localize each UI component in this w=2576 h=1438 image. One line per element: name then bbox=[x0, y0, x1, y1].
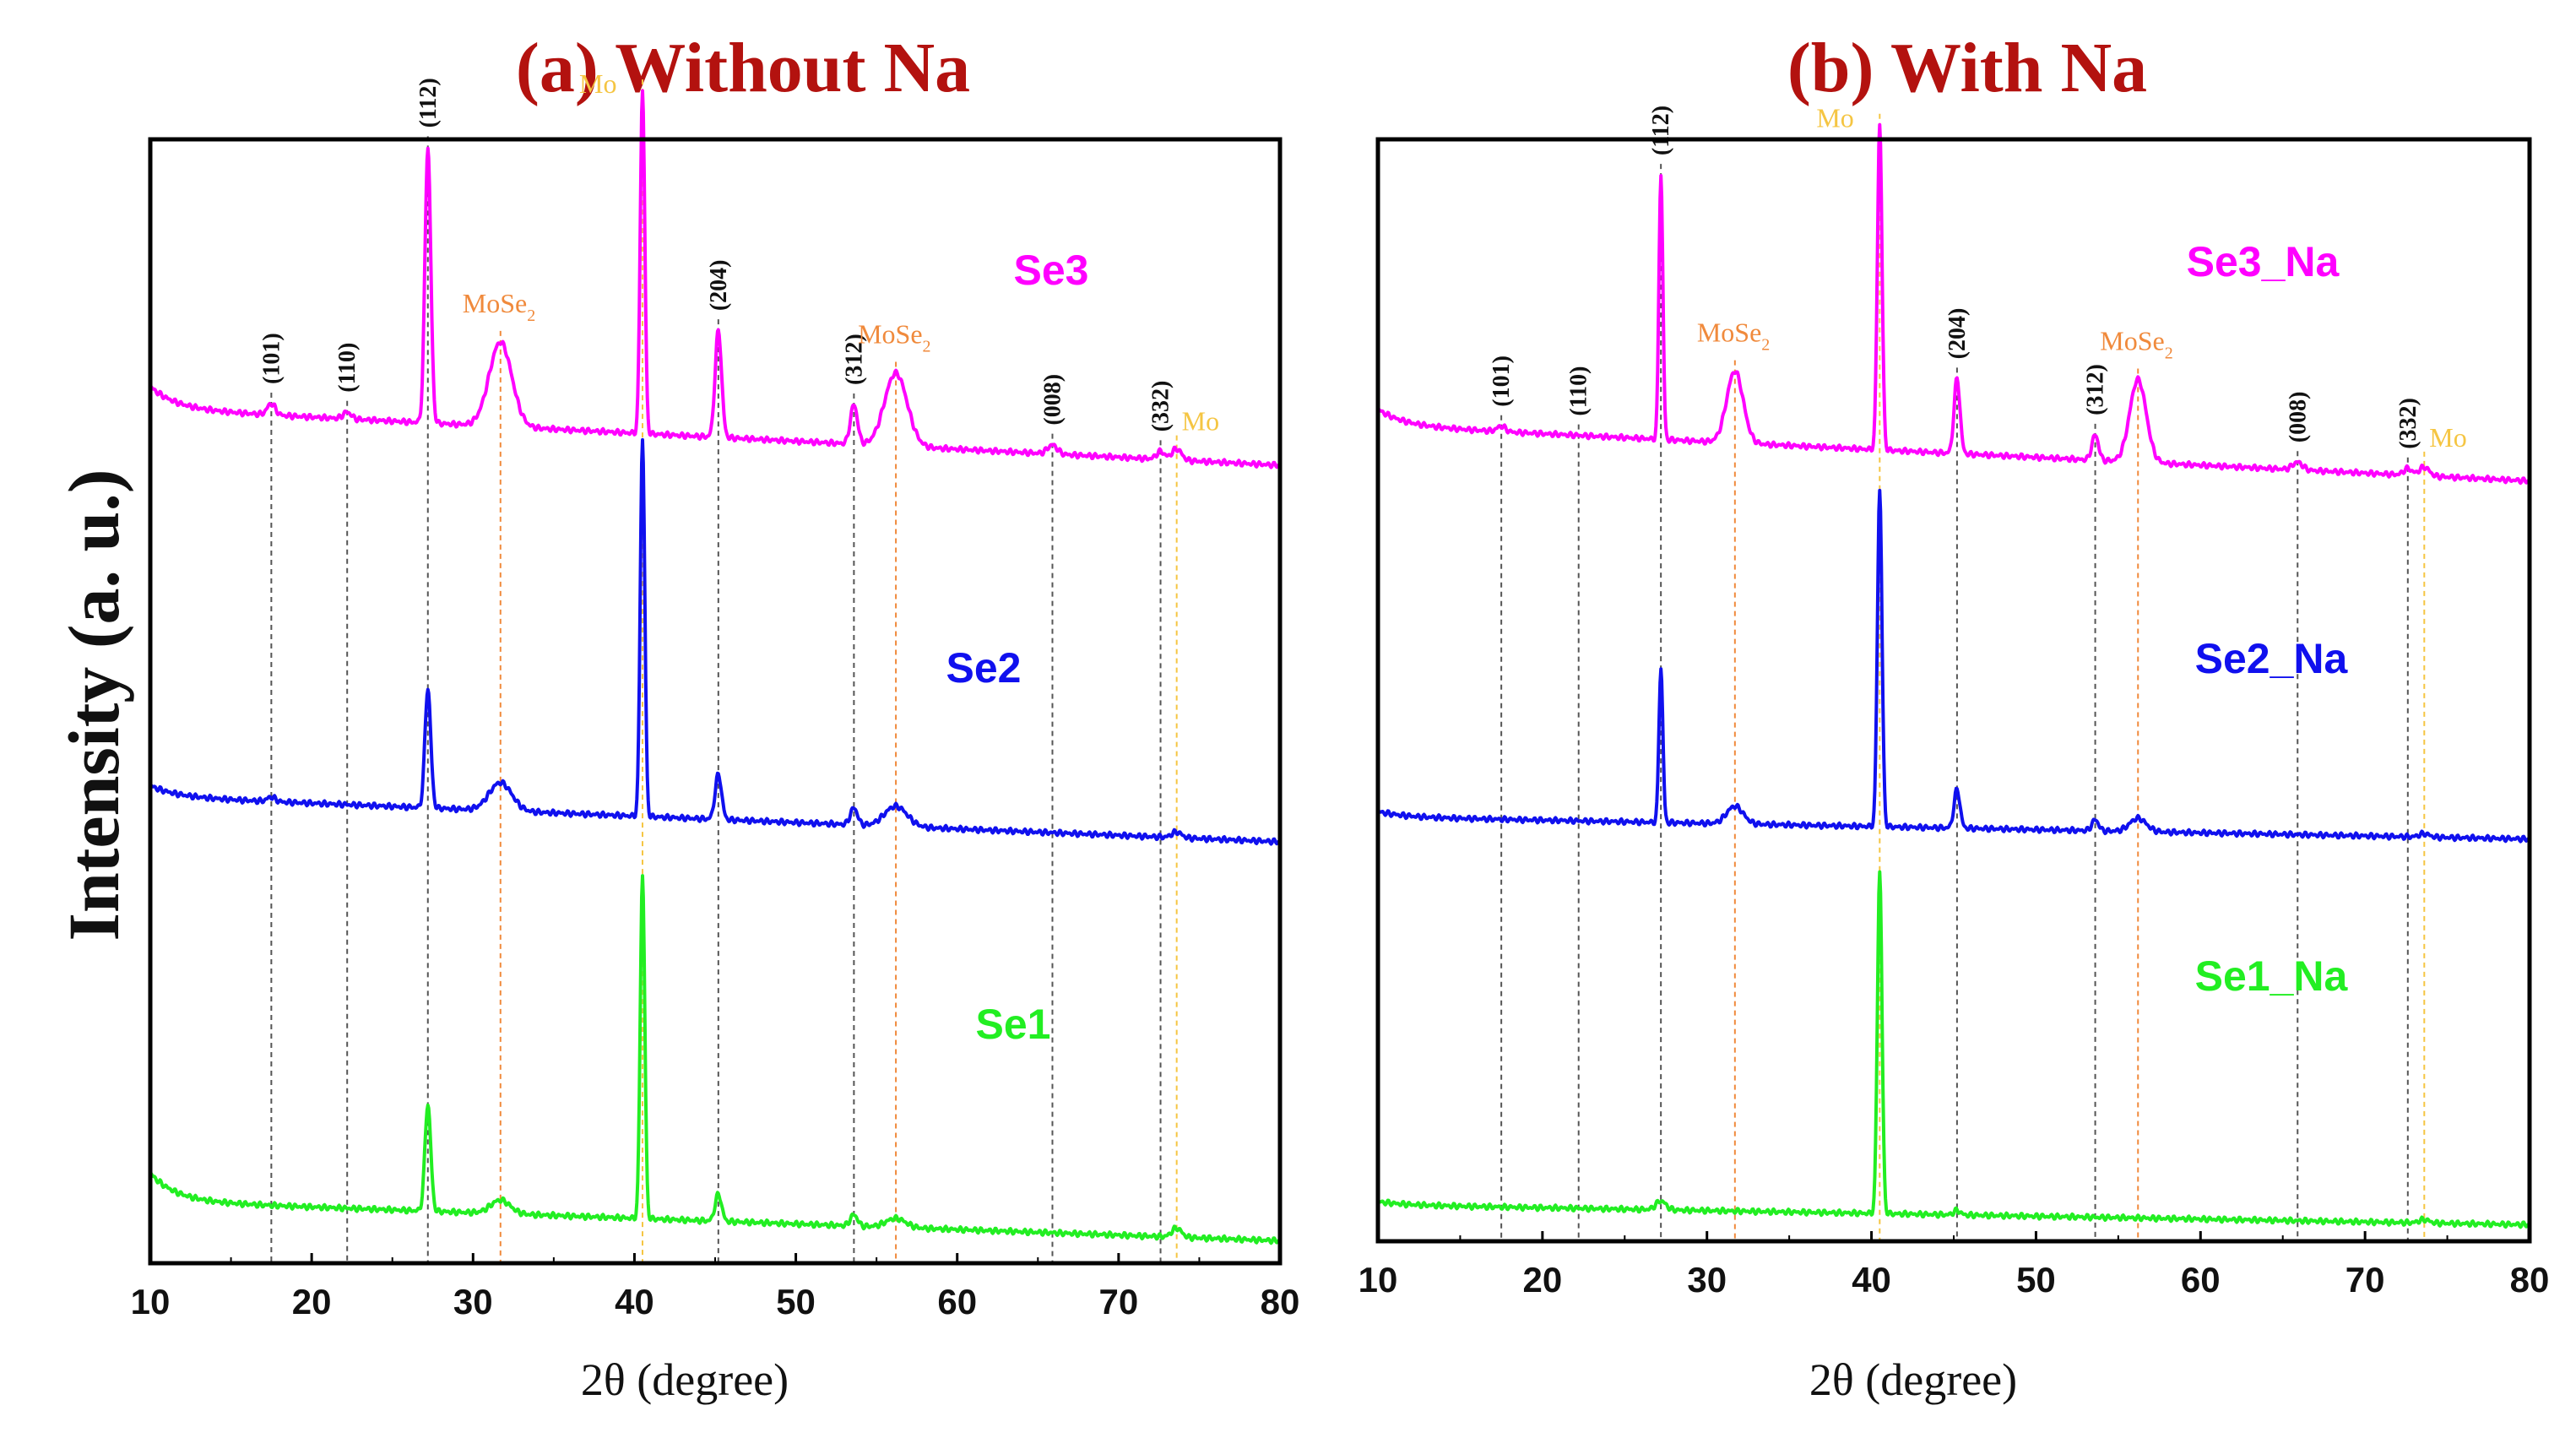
mo-label: Mo bbox=[2429, 422, 2466, 453]
panel-b-reference-lines bbox=[1500, 113, 2426, 1241]
hkl-label: (112) bbox=[415, 78, 442, 128]
hkl-label: (101) bbox=[1489, 355, 1515, 407]
x-tick-label: 10 bbox=[131, 1282, 171, 1321]
x-tick-label: 20 bbox=[292, 1282, 332, 1321]
panel-a-title: (a) Without Na bbox=[516, 29, 970, 107]
x-tick-label: 30 bbox=[1687, 1260, 1727, 1300]
hkl-label: (008) bbox=[1039, 374, 1066, 426]
hkl-label: (008) bbox=[2285, 392, 2311, 443]
x-tick-label: 10 bbox=[1359, 1260, 1398, 1300]
mose2-label: MoSe2 bbox=[463, 288, 535, 325]
panel-b-frame bbox=[1375, 137, 2532, 1244]
x-tick-label: 50 bbox=[2016, 1260, 2056, 1300]
y-axis-label: Intensity (a. u.) bbox=[53, 469, 134, 941]
mose2-label: MoSe2 bbox=[2100, 325, 2172, 362]
hkl-label: (101) bbox=[258, 333, 285, 384]
series-label-se3: Se3 bbox=[1014, 247, 1089, 294]
hkl-label: (204) bbox=[706, 259, 732, 311]
x-tick-label: 60 bbox=[2181, 1260, 2221, 1300]
series-line-se3_na bbox=[1377, 122, 2530, 486]
series-label-se1_na: Se1_Na bbox=[2195, 952, 2349, 1000]
panel-a-x-label: 2θ (degree) bbox=[581, 1354, 789, 1405]
panel-a-reference-lines bbox=[270, 79, 1178, 1263]
x-tick-label: 70 bbox=[2346, 1260, 2385, 1300]
panel-a-annotations: (101) (110)(112)MoSe2Mo(204)(312)MoSe2(00… bbox=[258, 68, 1219, 1048]
series-line-se2 bbox=[149, 437, 1281, 846]
series-line-se1 bbox=[149, 874, 1281, 1245]
panel-a-frame bbox=[148, 137, 1283, 1266]
x-tick-label: 80 bbox=[2510, 1260, 2550, 1300]
series-line-se3 bbox=[149, 89, 1281, 469]
hkl-label: (110) bbox=[1566, 366, 1592, 416]
mo-label: Mo bbox=[1816, 103, 1853, 133]
panel-b-x-label: 2θ (degree) bbox=[1809, 1354, 2017, 1405]
x-tick-label: 40 bbox=[615, 1282, 654, 1321]
hkl-label: (204) bbox=[1944, 308, 1971, 360]
mose2-label: MoSe2 bbox=[858, 319, 930, 356]
panel-b-curves bbox=[1377, 122, 2530, 1229]
panel-a-x-ticks: 10 20 30 40 50 60 70 80 bbox=[131, 1253, 1300, 1321]
x-tick-label: 50 bbox=[776, 1282, 816, 1321]
mose2-label: MoSe2 bbox=[1697, 317, 1770, 355]
series-label-se3_na: Se3_Na bbox=[2187, 238, 2340, 285]
series-line-se1_na bbox=[1377, 870, 2530, 1229]
hkl-label: (112) bbox=[1648, 106, 1674, 155]
x-tick-label: 30 bbox=[453, 1282, 493, 1321]
x-tick-label: 60 bbox=[937, 1282, 977, 1321]
series-label-se2_na: Se2_Na bbox=[2195, 635, 2349, 682]
x-tick-label: 70 bbox=[1098, 1282, 1138, 1321]
panel-with-na: (b) With Na (101) (110) (112) MoSe2 Mo (204) (… bbox=[1359, 29, 2550, 1405]
panel-b-x-ticks: 10 20 30 40 50 60 70 80 bbox=[1359, 1231, 2550, 1300]
panel-a-curves bbox=[149, 89, 1281, 1245]
panel-b-annotations: (101) (110)(112)MoSe2Mo(204)(312)MoSe2(00… bbox=[1489, 103, 2467, 1000]
hkl-label: (312) bbox=[841, 334, 867, 385]
series-line-se2_na bbox=[1377, 488, 2530, 844]
panel-without-na: (a) Without Na (101) (110)(112)MoSe2Mo(20… bbox=[131, 29, 1300, 1405]
x-tick-label: 20 bbox=[1522, 1260, 1562, 1300]
hkl-label: (332) bbox=[2395, 398, 2421, 449]
series-label-se1: Se1 bbox=[976, 1001, 1051, 1048]
hkl-label: (110) bbox=[334, 343, 361, 393]
panel-b-title: (b) With Na bbox=[1787, 29, 2147, 107]
x-tick-label: 40 bbox=[1852, 1260, 1891, 1300]
hkl-label: (312) bbox=[2083, 364, 2109, 415]
mo-label: Mo bbox=[579, 68, 616, 99]
series-label-se2: Se2 bbox=[946, 644, 1022, 692]
x-tick-label: 80 bbox=[1261, 1282, 1300, 1321]
hkl-label: (332) bbox=[1148, 381, 1174, 432]
mo-label: Mo bbox=[1182, 406, 1219, 437]
